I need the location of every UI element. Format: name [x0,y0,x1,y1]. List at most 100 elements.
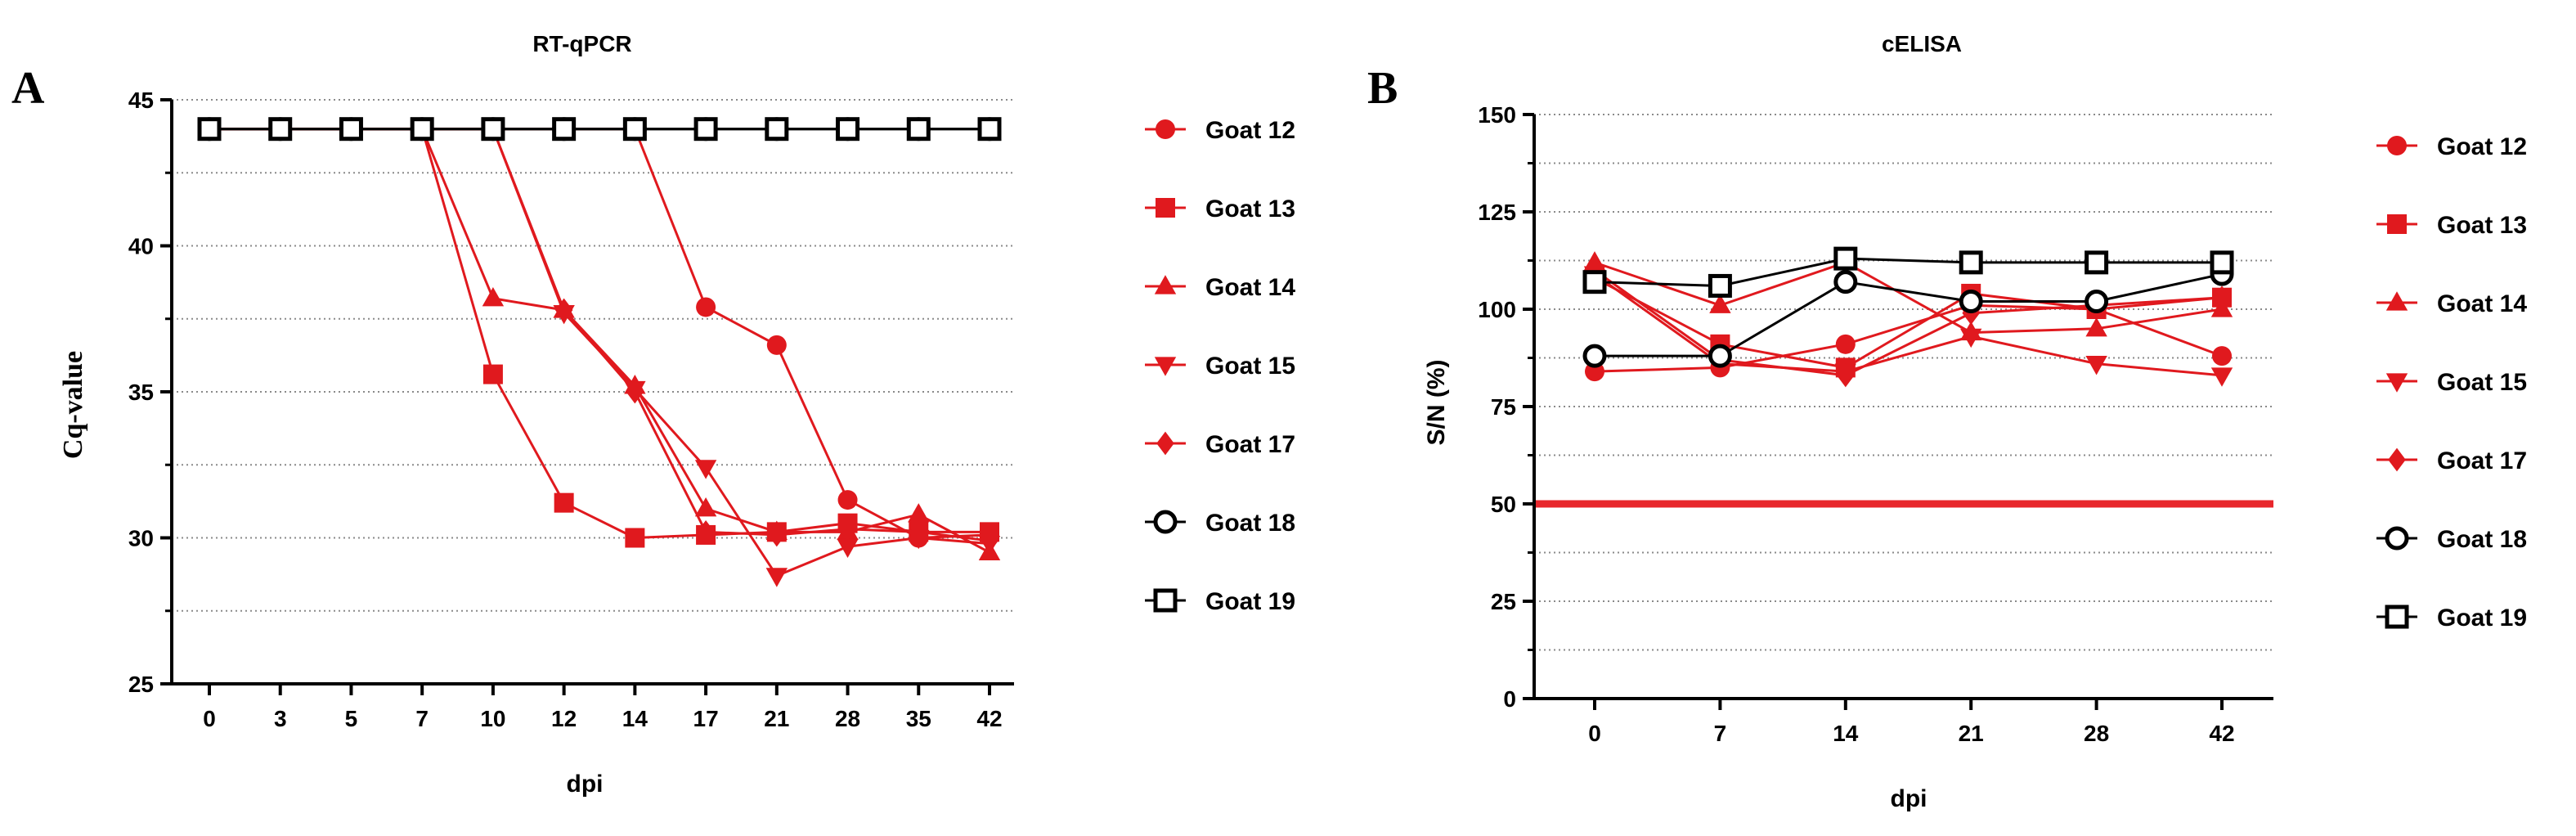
panel-a-legend-label: Goat 12 [1205,117,1295,144]
panel-b-xtick-label: 28 [2084,721,2109,746]
panel-a-series-line-goat-12 [209,128,990,540]
panel-a-legend-marker [1154,275,1177,294]
panel-a-xtick-label: 35 [906,706,931,731]
panel-a-ytick-label: 40 [128,234,154,259]
panel-a-series-line-goat-14 [209,128,990,554]
panel-a-letter: A [11,63,45,114]
panel-b-chart: 0 25 50 75 100 125 150 0 7 14 21 28 42 Goat 12 Goat 13… [1478,102,2527,746]
panel-a-point-goat-17 [909,519,928,544]
panel-a-point-goat-19 [552,117,577,142]
panel-a-point-goat-19 [481,117,505,142]
panel-a-point-goat-19 [836,117,860,142]
panel-b-point-goat-19 [1833,246,1858,271]
panel-b-ytick-label: 100 [1478,297,1516,322]
panel-a-legend-marker [1154,357,1177,376]
panel-b-ytick-label: 0 [1503,686,1516,712]
panel-a-point-goat-17 [697,519,715,544]
panel-b-legend-label: Goat 15 [2437,369,2527,396]
panel-b-legend-label: Goat 14 [2437,290,2527,317]
panel-b-legend-label: Goat 12 [2437,133,2527,160]
panel-b-series-line-goat-13 [1594,276,2223,369]
panel-b-legend-marker [2388,447,2406,472]
panel-b-series-line-goat-19 [1594,257,2222,287]
panel-a-ytick-label: 25 [128,672,154,697]
panel-a-point-goat-17 [554,298,573,322]
panel-b-series-line-goat-15 [1594,272,2223,377]
panel-a-point-goat-19 [197,117,222,142]
panel-a-point-goat-15 [837,538,859,559]
panel-b-ylabel: S/N (%) [1423,360,1450,446]
panel-a-legend-label: Goat 15 [1205,353,1295,380]
panel-b-legend-marker [2385,373,2408,393]
panel-a-point-goat-13 [482,364,503,384]
panel-b-point-goat-18 [1708,344,1732,368]
panel-b-point-goat-18 [1833,270,1858,294]
panel-b-title: cELISA [1882,31,1962,56]
panel-a-xtick-label: 28 [835,706,860,731]
panel-a-ytick-label: 35 [128,380,154,405]
panel-a-point-goat-17 [838,517,857,542]
panel-b-xtick-label: 0 [1588,721,1601,746]
panel-a-legend-label: Goat 14 [1205,274,1295,301]
panel-b-series-line-goat-12 [1594,303,2223,373]
panel-b-legend-label: Goat 13 [2437,212,2527,239]
panel-b-legend-label: Goat 19 [2437,605,2527,631]
panel-b-series-line-goat-14 [1594,261,2223,335]
panel-b-point-goat-15 [2210,367,2233,387]
panel-b-point-goat-12 [1835,334,1856,354]
panel-a-point-goat-17 [626,380,644,404]
panel-b-point-goat-18 [2085,289,2109,313]
panel-a-point-goat-17 [981,528,999,553]
panel-b-legend-marker [2387,214,2407,234]
panel-b-point-goat-14 [2085,317,2107,337]
panel-a-point-goat-14 [908,503,930,523]
panel-b-legend-label: Goat 17 [2437,447,2527,474]
panel-a-point-goat-12 [837,490,858,510]
panel-a-ylabel: Cq-value [58,351,88,459]
panel-b-legend-marker [2387,136,2407,155]
panel-a-point-goat-14 [694,497,717,517]
panel-b-point-goat-19 [1708,273,1732,298]
panel-b-series-line-goat-17 [1594,269,2223,377]
panel-b-ytick-label: 50 [1491,492,1516,517]
panel-a-point-goat-17 [768,523,786,547]
panel-a-point-goat-15 [765,568,788,587]
panel-b-point-goat-19 [2210,250,2234,275]
panel-a-point-goat-12 [696,297,716,317]
panel-a-legend-marker [1153,588,1178,613]
panel-a-ytick-label: 30 [128,526,154,551]
panel-b-point-goat-15 [2085,356,2107,375]
panel-a-legend-marker [1156,431,1174,456]
panel-a-legend-label: Goat 18 [1205,510,1295,537]
panel-a-point-goat-19 [268,117,293,142]
panel-a-point-goat-19 [622,117,647,142]
panel-b-point-goat-19 [2085,250,2109,275]
panel-a-point-goat-19 [906,117,931,142]
panel-b-point-goat-17 [2213,285,2231,310]
panel-b-legend-marker [2385,291,2408,311]
panel-b-xtick-label: 14 [1833,721,1859,746]
panel-b-point-goat-12 [2212,346,2232,366]
panel-b-xtick-label: 7 [1714,721,1727,746]
panel-b-legend-marker [2385,526,2409,551]
panel-b-point-goat-15 [1960,328,1982,348]
panel-a-point-goat-15 [694,460,717,479]
panel-a-series-line-goat-17 [209,128,990,542]
panel-a-legend-marker [1156,119,1175,139]
panel-a-point-goat-14 [482,286,505,307]
panel-b-legend-marker [2385,605,2409,629]
panel-b-point-goat-18 [1582,344,1607,368]
panel-a-point-goat-19 [410,117,434,142]
panel-a-xtick-label: 5 [345,706,358,731]
panel-a-legend-marker [1156,198,1175,218]
panel-a-xtick-label: 10 [480,706,505,731]
panel-a-ytick-label: 45 [128,88,154,113]
panel-b-xtick-label: 21 [1959,721,1984,746]
panel-b-ytick-label: 25 [1491,589,1516,614]
panel-a-series-line-goat-13 [209,128,990,540]
panel-a-xtick-label: 42 [976,706,1002,731]
panel-a-xtick-label: 7 [415,706,429,731]
panel-a-point-goat-13 [554,492,574,513]
